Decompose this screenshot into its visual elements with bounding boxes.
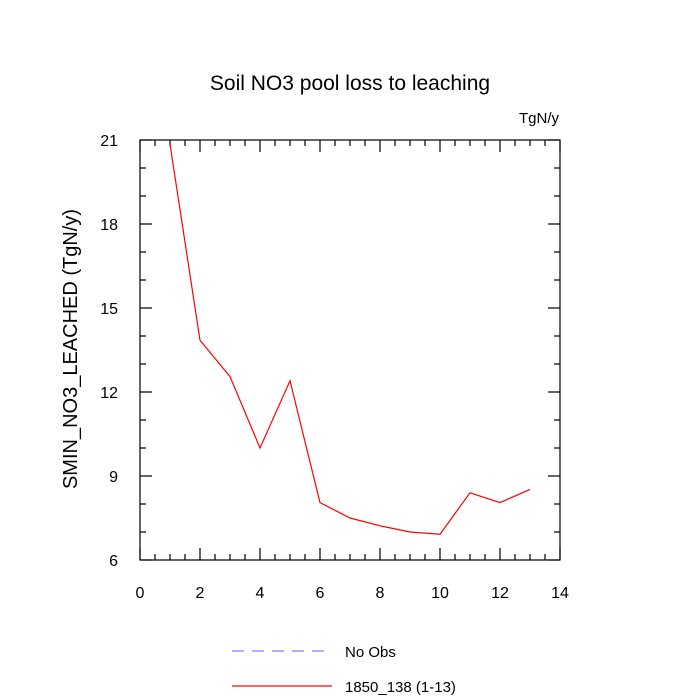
- x-tick-label: 8: [376, 585, 385, 602]
- series-line: [169, 144, 531, 535]
- y-axis-label: SMIN_NO3_LEACHED (TgN/y): [60, 209, 82, 489]
- y-tick-label: 21: [100, 133, 118, 150]
- units-label: TgN/y: [519, 110, 560, 127]
- legend-label: 1850_138 (1-13): [345, 679, 456, 696]
- x-tick-label: 10: [431, 585, 449, 602]
- y-tick-label: 6: [109, 553, 118, 570]
- x-tick-label: 4: [256, 585, 265, 602]
- plot-frame: [139, 139, 561, 561]
- y-tick-label: 9: [109, 469, 118, 486]
- y-tick-label: 12: [100, 385, 118, 402]
- y-tick-label: 15: [100, 301, 118, 318]
- legend: No Obs 1850_138 (1-13): [232, 644, 456, 696]
- axis-ticks: [139, 139, 561, 561]
- legend-label: No Obs: [345, 644, 396, 661]
- x-tick-label: 12: [491, 585, 509, 602]
- y-tick-label: 18: [100, 217, 118, 234]
- x-tick-label: 6: [316, 585, 325, 602]
- x-tick-label: 2: [196, 585, 205, 602]
- x-tick-label: 14: [551, 585, 569, 602]
- x-tick-label: 0: [136, 585, 145, 602]
- tick-labels: 0 2 4 6 8 10 12 14 6 9 12 15 18 21: [100, 133, 569, 602]
- chart-title: Soil NO3 pool loss to leaching: [210, 72, 490, 95]
- series-layer: [169, 144, 531, 535]
